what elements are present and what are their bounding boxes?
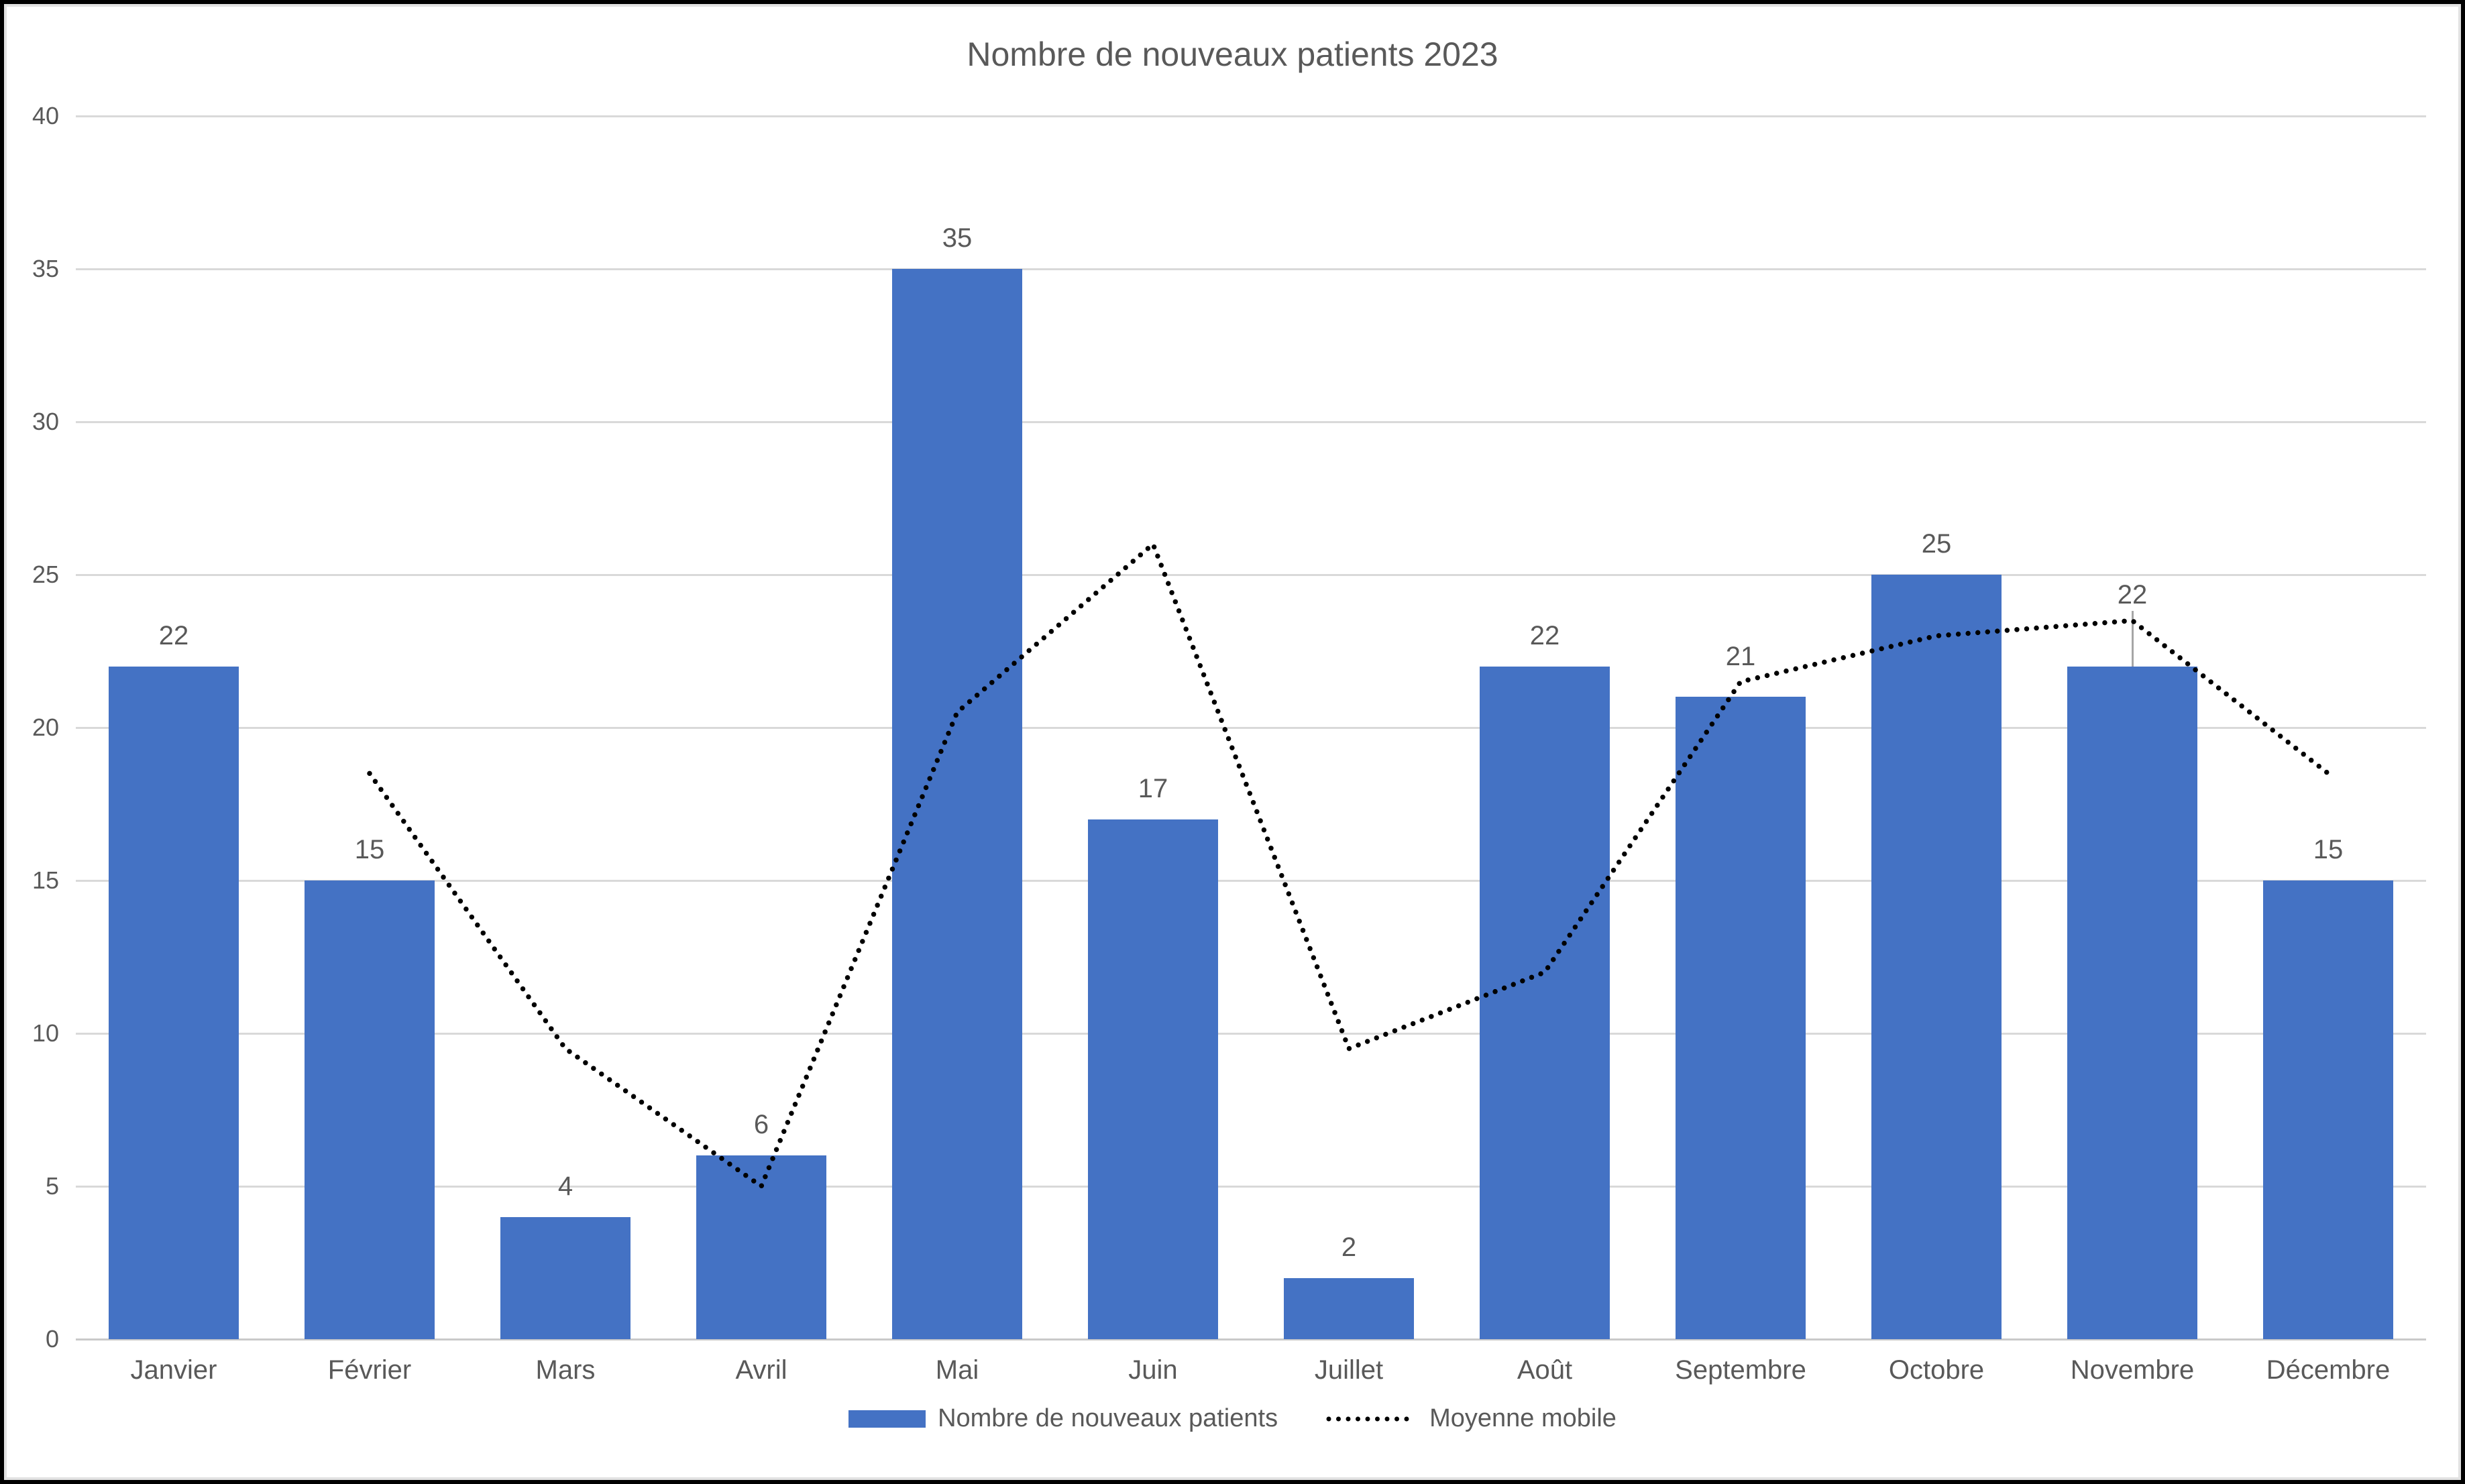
bar-value-label: 15 — [2313, 835, 2344, 864]
y-tick-label: 20 — [32, 714, 59, 741]
bar-value-label: 2 — [1341, 1232, 1357, 1262]
gridline — [76, 420, 2426, 423]
bar-Décembre — [2263, 880, 2393, 1339]
bar-series — [76, 116, 2426, 1339]
gridline — [76, 726, 2426, 729]
moving-average-line — [367, 541, 2331, 1189]
y-tick-label: 40 — [32, 102, 59, 129]
legend-dotted-line-swatch — [1326, 1416, 1419, 1421]
x-tick-label-Septembre: Septembre — [1675, 1355, 1806, 1385]
x-tick-label-Novembre: Novembre — [2070, 1355, 2195, 1385]
label-leader-line — [2131, 611, 2134, 667]
plot-area: 0 5 10 15 20 25 30 35 40 22 15 4 6 35 17 2 22 21 25 22 15 J… — [32, 102, 2426, 1385]
x-tick-label-Avril: Avril — [735, 1355, 787, 1385]
bar-Juillet — [1284, 1277, 1414, 1339]
x-tick-label-Mai: Mai — [935, 1355, 979, 1385]
legend-bar-swatch — [848, 1410, 926, 1428]
x-tick-label-Janvier: Janvier — [130, 1355, 217, 1385]
y-tick-label: 15 — [32, 866, 59, 894]
bar-Septembre — [1676, 697, 1806, 1339]
bar-value-label: 25 — [1921, 529, 1952, 559]
gridline — [76, 573, 2426, 576]
x-tick-label-Octobre: Octobre — [1888, 1355, 1985, 1385]
legend-bar-label: Nombre de nouveaux patients — [938, 1404, 1278, 1432]
moving-average-polyline — [367, 541, 2331, 1189]
bar-Mai — [892, 269, 1022, 1339]
bar-Février — [305, 880, 435, 1339]
x-tick-label-Juillet: Juillet — [1314, 1355, 1384, 1385]
x-tick-label-Mars: Mars — [535, 1355, 596, 1385]
x-axis-line — [76, 1338, 2426, 1340]
combo-chart: Nombre de nouveaux patients 2023 0 5 10 15 2… — [4, 4, 2461, 1480]
gridline — [76, 879, 2426, 882]
x-tick-label-Juin: Juin — [1128, 1355, 1178, 1385]
bar-value-label: 15 — [354, 835, 385, 864]
bar-value-label: 22 — [1529, 620, 1560, 650]
bar-value-label: 4 — [557, 1171, 573, 1201]
chart-title: Nombre de nouveaux patients 2023 — [967, 36, 1498, 73]
legend: Nombre de nouveaux patients Moyenne mobi… — [4, 1404, 2461, 1433]
gridline — [76, 1032, 2426, 1035]
bar-value-label: 21 — [1725, 641, 1756, 671]
bar-Mars — [500, 1216, 631, 1339]
bar-value-label: 6 — [753, 1110, 769, 1140]
bar-Octobre — [1871, 575, 2002, 1339]
bar-value-label: 22 — [2117, 580, 2148, 610]
bar-value-label: 17 — [1138, 773, 1168, 803]
legend-line-label: Moyenne mobile — [1429, 1404, 1617, 1432]
bar-value-label: 35 — [942, 223, 973, 253]
bar-value-label: 22 — [158, 620, 189, 650]
y-axis-labels: 0 5 10 15 20 25 30 35 40 — [32, 102, 2426, 1353]
y-tick-label: 35 — [32, 255, 59, 282]
gridlines-layer — [76, 115, 2426, 1340]
x-tick-label-Août: Août — [1517, 1355, 1573, 1385]
x-tick-label-Février: Février — [327, 1355, 412, 1385]
x-tick-label-Décembre: Décembre — [2266, 1355, 2391, 1385]
y-tick-label: 5 — [45, 1172, 59, 1200]
gridline — [76, 1185, 2426, 1188]
y-tick-label: 10 — [32, 1019, 59, 1047]
y-tick-label: 0 — [45, 1325, 59, 1353]
x-axis-labels: Janvier Février Mars Avril Mai Juin Juillet Aoû… — [76, 116, 2426, 1385]
y-tick-label: 30 — [32, 408, 59, 435]
gridline — [76, 115, 2426, 117]
bar-Juin — [1088, 819, 1218, 1339]
y-tick-label: 25 — [32, 561, 59, 588]
bar-Janvier — [109, 666, 239, 1339]
bar-Août — [1480, 666, 1610, 1339]
data-labels-layer: 22 15 4 6 35 17 2 22 21 25 22 15 — [76, 116, 2426, 1339]
gridline — [76, 268, 2426, 270]
bar-Novembre — [2067, 666, 2197, 1339]
